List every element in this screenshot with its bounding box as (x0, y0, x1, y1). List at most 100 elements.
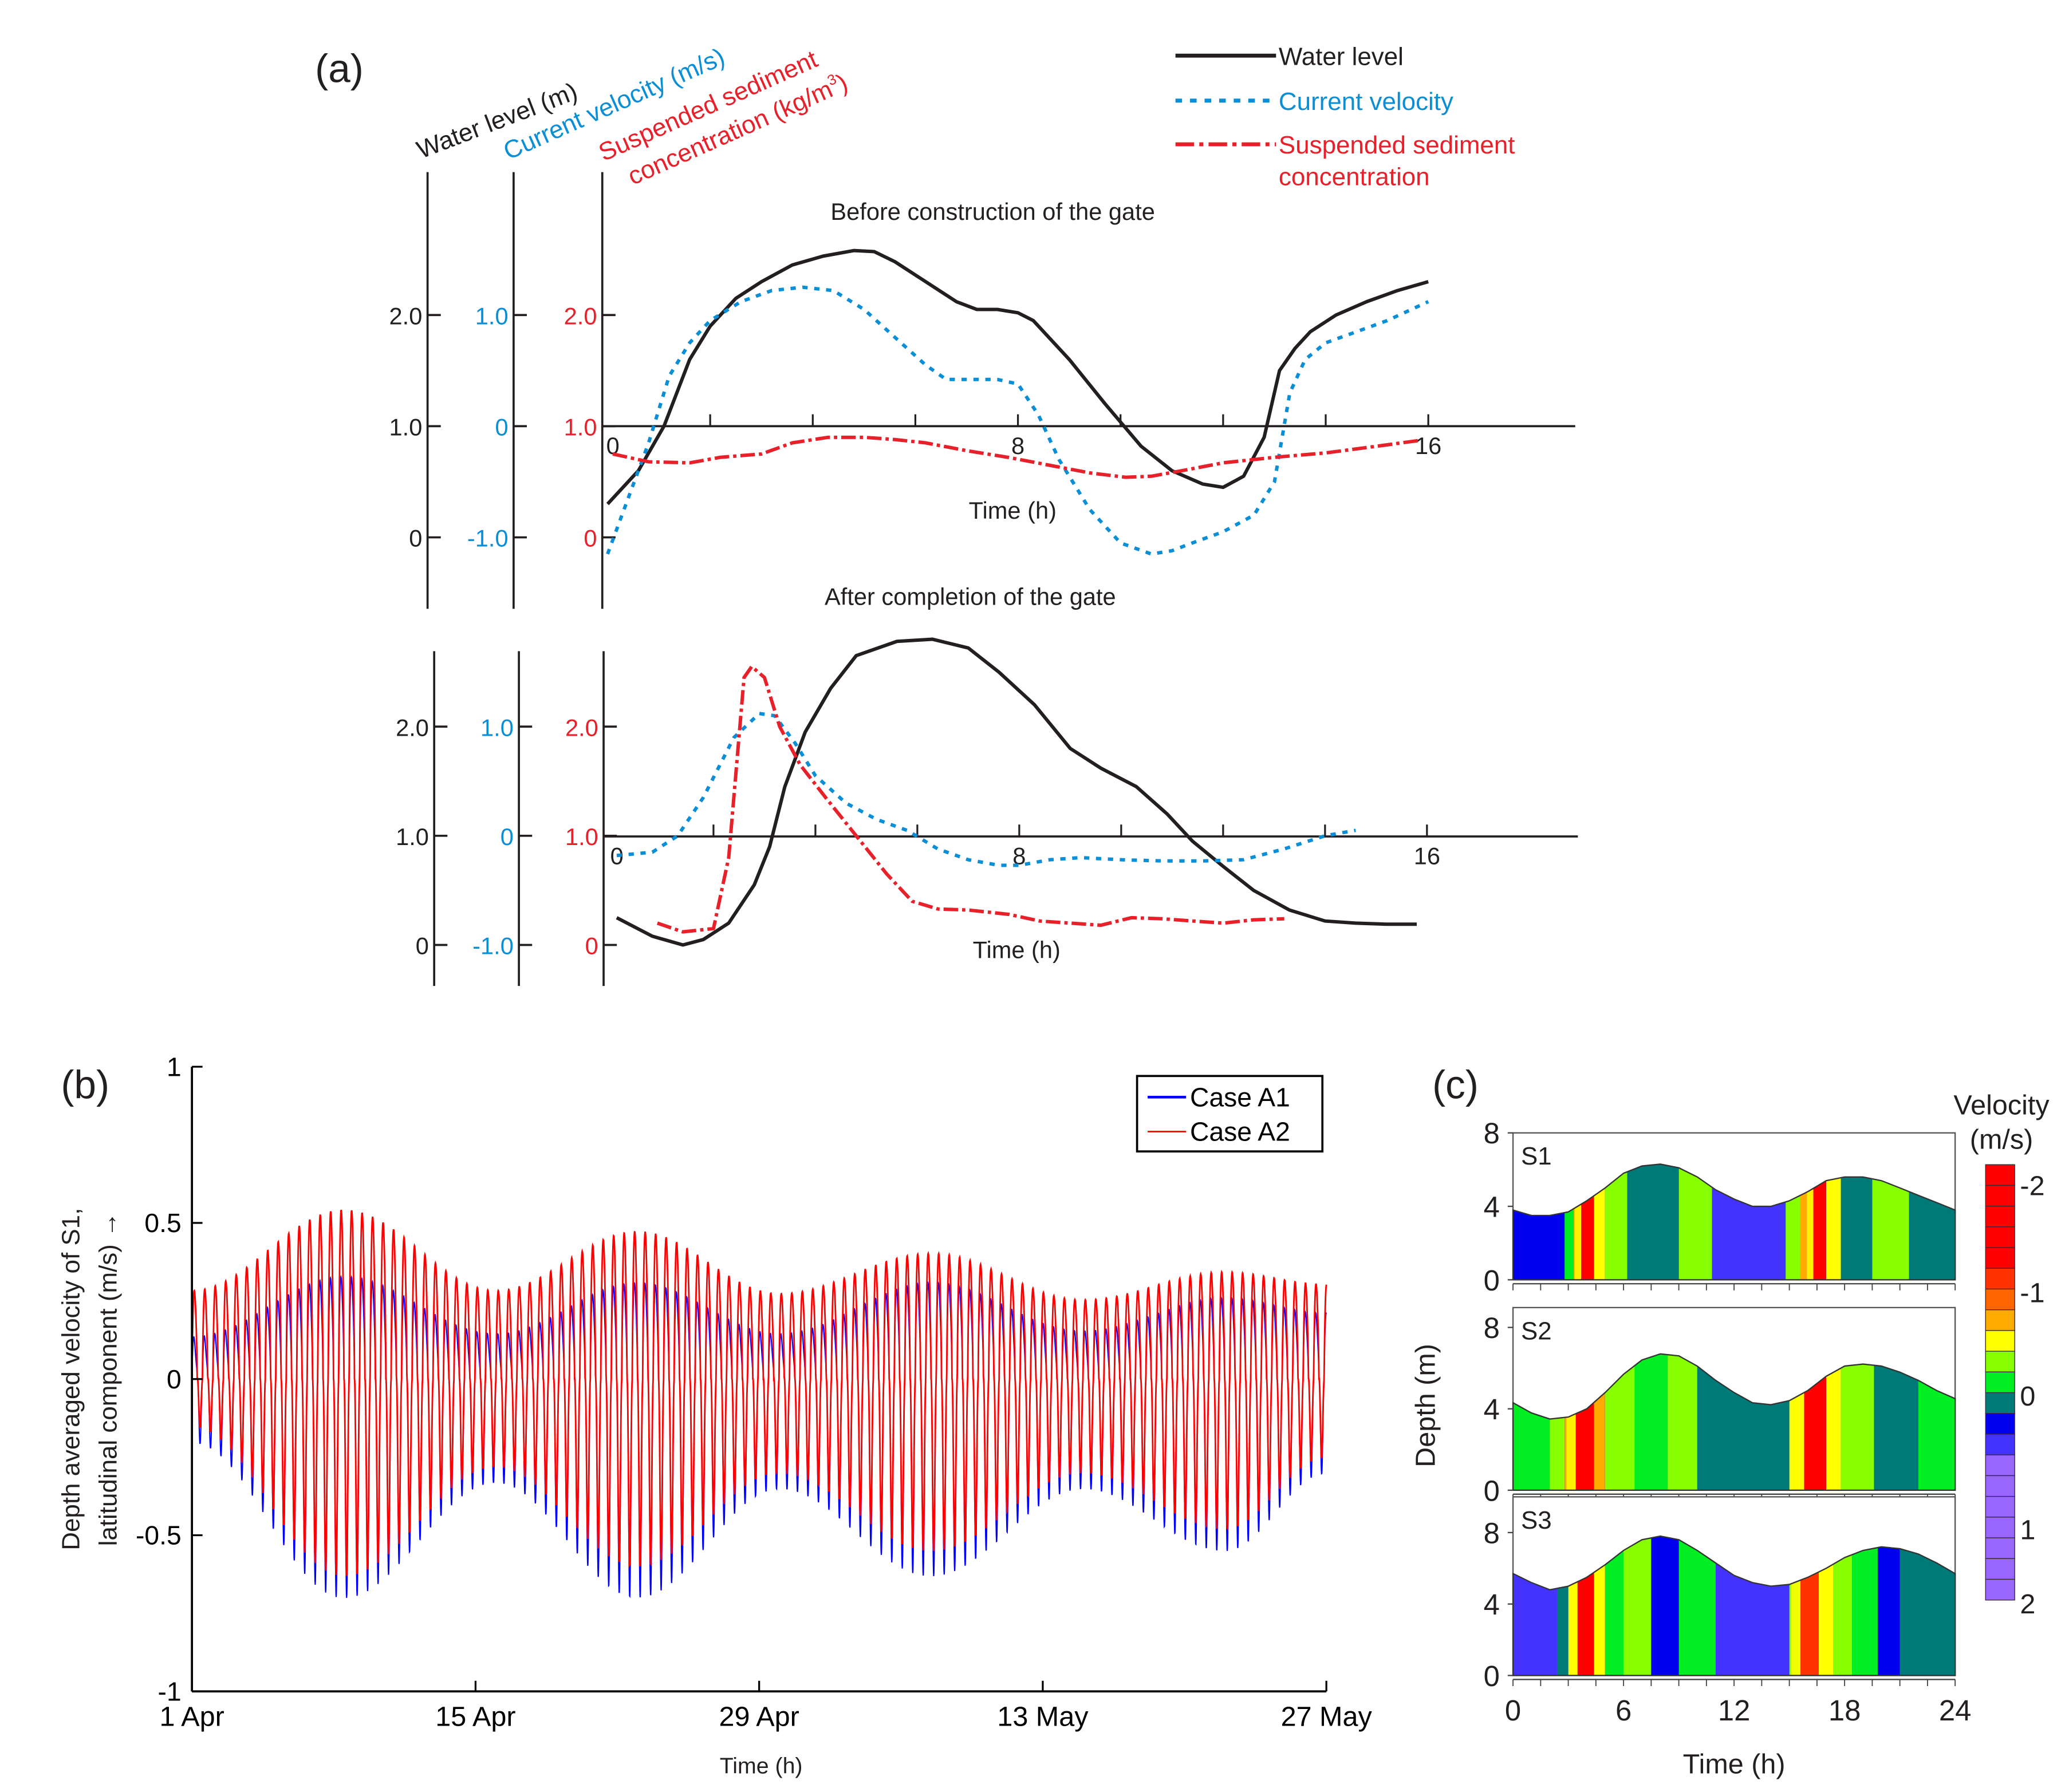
colorbar-segment (1985, 1558, 2015, 1580)
colorbar-segment (1985, 1164, 2015, 1186)
contour-subplots: 8 4 0 S1 8 4 0 S2 8 4 0 S3 (1484, 1117, 1956, 1692)
colorbar-segment (1985, 1351, 2015, 1373)
colorbar-tick-label: -1 (2020, 1278, 2044, 1309)
colorbar-tick-label: -2 (2020, 1170, 2044, 1201)
water-surface-line (1512, 1163, 1956, 1281)
x-axis-title: Time (h) (720, 1754, 803, 1779)
x-tick-label: 6 (1615, 1694, 1631, 1727)
velocity-band (1668, 1353, 1697, 1490)
colorbar-title-line1: Velocity (1953, 1090, 2050, 1120)
y-tick-label-ssc: 2.0 (565, 714, 598, 741)
velocity-band (1852, 1536, 1878, 1676)
y-tick-label-wl: 2.0 (389, 302, 423, 329)
legend-label-current-velocity: Current velocity (1279, 88, 1453, 116)
y-tick-label: 8 (1484, 1312, 1500, 1344)
colorbar-segment (1985, 1371, 2015, 1394)
y-axis-title-line1: Depth averaged velocity of S1, (57, 1208, 85, 1550)
colorbar-segment (1985, 1288, 2015, 1311)
legend-a: Water level Current velocity Suspended s… (1175, 42, 1515, 191)
series-suspended-sediment-concentration (612, 435, 1418, 479)
colorbar-segment (1985, 1517, 2015, 1538)
y-tick-label-cv: 0 (495, 414, 508, 441)
y-tick-label-ssc: 1.0 (564, 414, 597, 441)
y-tick-label: 0 (1484, 1264, 1500, 1297)
y-tick-label: 1 (167, 1052, 182, 1081)
velocity-band-edge (1807, 1164, 1814, 1280)
x-axis-title: Time (h) (1683, 1749, 1786, 1780)
station-label: S3 (1521, 1506, 1552, 1534)
series-group (616, 637, 1417, 947)
x-axis-title: Time (h) (969, 497, 1057, 524)
y-tick-label-ssc: 2.0 (564, 302, 597, 329)
series-case-a2 (191, 1210, 1327, 1576)
legend-label-ssc-line1: Suspended sediment (1279, 131, 1515, 159)
velocity-band (1627, 1164, 1679, 1280)
y-tick-label-ssc: 0 (585, 933, 598, 960)
y-tick-label-wl: 2.0 (396, 714, 429, 741)
legend-box (1136, 1075, 1324, 1152)
panel-b: (b) Depth averaged velocity of S1, latit… (57, 1052, 1373, 1778)
y-tick-label: -0.5 (136, 1521, 182, 1550)
colorbar-segment (1985, 1454, 2015, 1477)
y-tick-label-wl: 0 (416, 933, 429, 960)
y-axis-title-line2: latitudinal component (m/s) → (94, 1212, 122, 1546)
station-label: S2 (1521, 1317, 1552, 1345)
legend-label-water-level: Water level (1279, 42, 1404, 70)
colorbar-tick-label: 1 (2020, 1514, 2035, 1545)
plot-area (191, 1210, 1327, 1598)
legend-label-ssc-line2: concentration (1279, 163, 1430, 191)
colorbar: -2 -1 0 1 2 (1985, 1164, 2045, 1620)
x-tick-label: 8 (1011, 432, 1024, 459)
velocity-band (1623, 1536, 1652, 1676)
series-water-level (616, 637, 1417, 947)
velocity-band (1634, 1353, 1668, 1490)
colorbar-segment (1985, 1413, 2015, 1435)
y-tick-label-wl: 1.0 (389, 414, 423, 441)
y-tick-label: 4 (1484, 1393, 1500, 1426)
y-tick-label-cv: -1.0 (467, 525, 509, 552)
subplot-before-construction: Before construction of the gate 2.01.001… (389, 172, 1575, 609)
x-tick-label: 29 Apr (719, 1701, 799, 1732)
colorbar-segment (1985, 1226, 2015, 1248)
subplot-after-completion: After completion of the gate 2.0 1.0 0 1.0 0… (396, 583, 1578, 986)
y-tick-label: 0 (1484, 1660, 1500, 1692)
y-tick-label-wl: 0 (409, 525, 422, 552)
colorbar-tick-label: 2 (2020, 1589, 2035, 1620)
colorbar-segment (1985, 1268, 2015, 1290)
x-tick-label: 13 May (997, 1701, 1089, 1732)
panel-label-b: (b) (61, 1063, 109, 1107)
panel-label-a: (a) (315, 46, 364, 90)
x-tick-label: 24 (1939, 1694, 1972, 1727)
y-tick-label: -1 (158, 1676, 182, 1706)
y-tick-label-wl: 1.0 (396, 823, 429, 850)
colorbar-segment (1985, 1475, 2015, 1497)
colorbar-segment (1985, 1309, 2015, 1331)
y-tick-label-cv: 1.0 (480, 714, 514, 741)
series-group (606, 248, 1429, 556)
contour-subplot-s3: 8 4 0 S3 (1484, 1496, 1956, 1692)
series-current-velocity (616, 712, 1356, 867)
y-tick-label: 0 (167, 1364, 182, 1394)
y-tick-label-ssc: 1.0 (565, 823, 598, 850)
x-tick-label: 16 (1414, 843, 1440, 870)
axis-ticks: 2.01.001.00-1.02.01.000 8 16 (396, 714, 1440, 959)
y-tick-label-cv: 0 (501, 823, 514, 850)
x-tick-label: 15 Apr (435, 1701, 515, 1732)
velocity-band (1841, 1164, 1873, 1280)
y-tick-label-cv: -1.0 (472, 933, 514, 960)
colorbar-segment (1985, 1495, 2015, 1518)
contour-subplot-s1: 8 4 0 S1 (1484, 1117, 1956, 1297)
panel-a: (a) Water level (m) Current velocity (m/… (315, 42, 1578, 986)
x-tick-label: 1 Apr (160, 1701, 224, 1732)
x-tick-label: 16 (1415, 432, 1441, 459)
series-suspended-sediment-concentration (656, 665, 1284, 934)
y-axis-title: Depth (m) (1410, 1344, 1441, 1467)
colorbar-segment (1985, 1185, 2015, 1207)
legend-label-case-a1: Case A1 (1190, 1083, 1290, 1112)
axis-ticks: 1 0.5 0 -0.5 -11 Apr 15 Apr 29 Apr 13 May 27 May (136, 1052, 1372, 1732)
axis-ticks: 2.01.001.00-1.02.01.000 8 16 (389, 302, 1442, 551)
y-tick-label: 0 (1484, 1474, 1500, 1507)
colorbar-segment (1985, 1205, 2015, 1227)
velocity-band (1841, 1353, 1874, 1490)
